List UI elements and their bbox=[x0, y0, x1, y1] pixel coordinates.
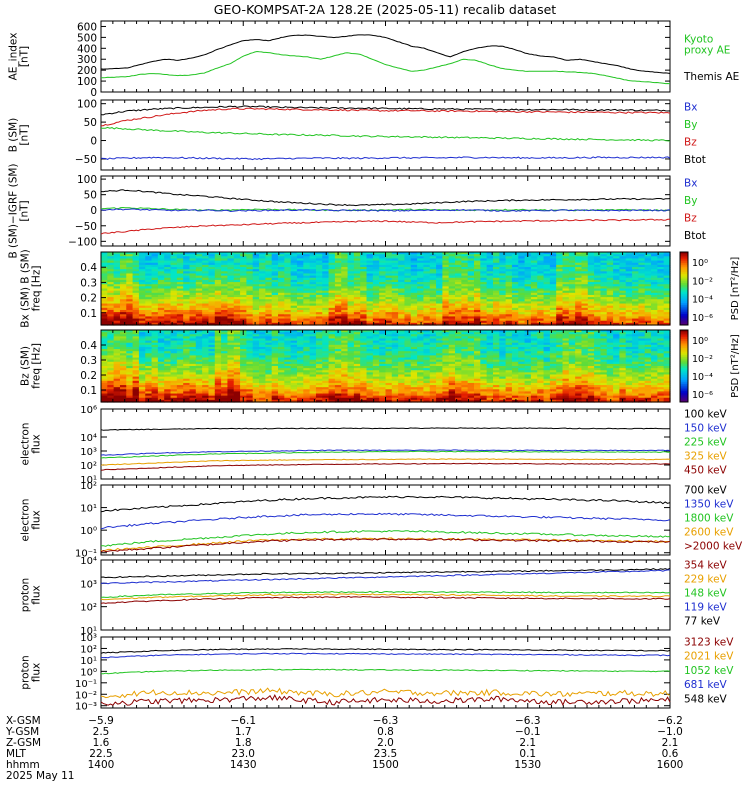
b_sm-legend-entry: Bz bbox=[684, 137, 697, 149]
bx_spectrogram-ylabel-line: freq [Hz] bbox=[31, 266, 43, 312]
bx_spectrogram-ytick-label: 0.3 bbox=[80, 277, 97, 289]
bx_spectrogram-cells bbox=[101, 252, 671, 326]
ae-ylabel-line: [nT] bbox=[19, 46, 31, 67]
ae-legend-entry: Themis AE bbox=[683, 71, 739, 83]
ae-ytick-label: 0 bbox=[90, 87, 97, 99]
b_minus_igrf-series-line bbox=[101, 190, 670, 206]
b_minus_igrf-ytick-label: 50 bbox=[84, 190, 97, 202]
b_sm-ytick-label: 100 bbox=[77, 99, 97, 111]
b_sm-series-line bbox=[101, 157, 670, 160]
b_minus_igrf-series-line bbox=[101, 219, 670, 234]
bx_spectrogram-colorbar-tick-label: 10⁰ bbox=[692, 258, 708, 269]
bx_spectrogram-colorbar-tick-label: 10⁻² bbox=[692, 276, 713, 287]
bx_spectrogram-ytick-label: 0.4 bbox=[80, 262, 97, 274]
bz_spectrogram-cells bbox=[101, 330, 671, 403]
ae-legend-entry: proxy AE bbox=[684, 44, 730, 56]
b_minus_igrf-ytick-label: −50 bbox=[75, 221, 97, 233]
b_sm-legend-entry: Btot bbox=[684, 154, 706, 166]
b_minus_igrf-legend-entry: Bz bbox=[684, 213, 697, 225]
b_sm-ytick-label: 0 bbox=[90, 136, 97, 148]
bx_spectrogram-ytick-label: 0.2 bbox=[80, 293, 97, 305]
b_sm-ytick-label: −50 bbox=[75, 154, 97, 166]
ae-frame bbox=[101, 21, 670, 92]
b_minus_igrf-ytick-label: 0 bbox=[90, 205, 97, 217]
b_minus_igrf-ytick-label: −100 bbox=[68, 236, 97, 248]
b_minus_igrf-ylabel-line: [nT] bbox=[19, 200, 31, 221]
bx_spectrogram-ytick-label: 0.1 bbox=[80, 308, 97, 320]
bx_spectrogram-colorbar-label-text: PSD [nT²/Hz] bbox=[730, 257, 741, 321]
bx_spectrogram-ylabel: Bx (SM) B (SM)freq [Hz] bbox=[20, 249, 43, 327]
b_sm-ylabel: B (SM)[nT] bbox=[8, 118, 31, 152]
ae-series-line bbox=[101, 35, 670, 74]
b_sm-legend-entry: Bx bbox=[684, 102, 697, 114]
b_minus_igrf-ylabel: B (SM)−IGRF (SM)[nT] bbox=[8, 163, 31, 258]
b_sm-ytick-label: 50 bbox=[84, 117, 97, 129]
figure-title: GEO-KOMPSAT-2A 128.2E (2025-05-11) recal… bbox=[214, 2, 557, 17]
b_minus_igrf-ytick-label: 100 bbox=[77, 174, 97, 186]
bx_spectrogram-colorbar-tick-label: 10⁻⁶ bbox=[692, 313, 713, 324]
b_sm-legend-entry: By bbox=[684, 119, 697, 131]
ae-series-line bbox=[101, 52, 670, 84]
ae-ylabel: AE_index[nT] bbox=[8, 33, 31, 81]
b_minus_igrf-legend-entry: By bbox=[684, 195, 697, 207]
b_sm-ylabel-line: [nT] bbox=[19, 124, 31, 145]
b_minus_igrf-legend-entry: Btot bbox=[684, 230, 706, 242]
bx_spectrogram-colorbar-label: PSD [nT²/Hz] bbox=[730, 257, 741, 321]
b_minus_igrf-legend-entry: Bx bbox=[684, 178, 697, 190]
b_sm-series-line bbox=[101, 127, 670, 141]
bx_spectrogram-colorbar-tick-label: 10⁻⁴ bbox=[692, 295, 713, 306]
